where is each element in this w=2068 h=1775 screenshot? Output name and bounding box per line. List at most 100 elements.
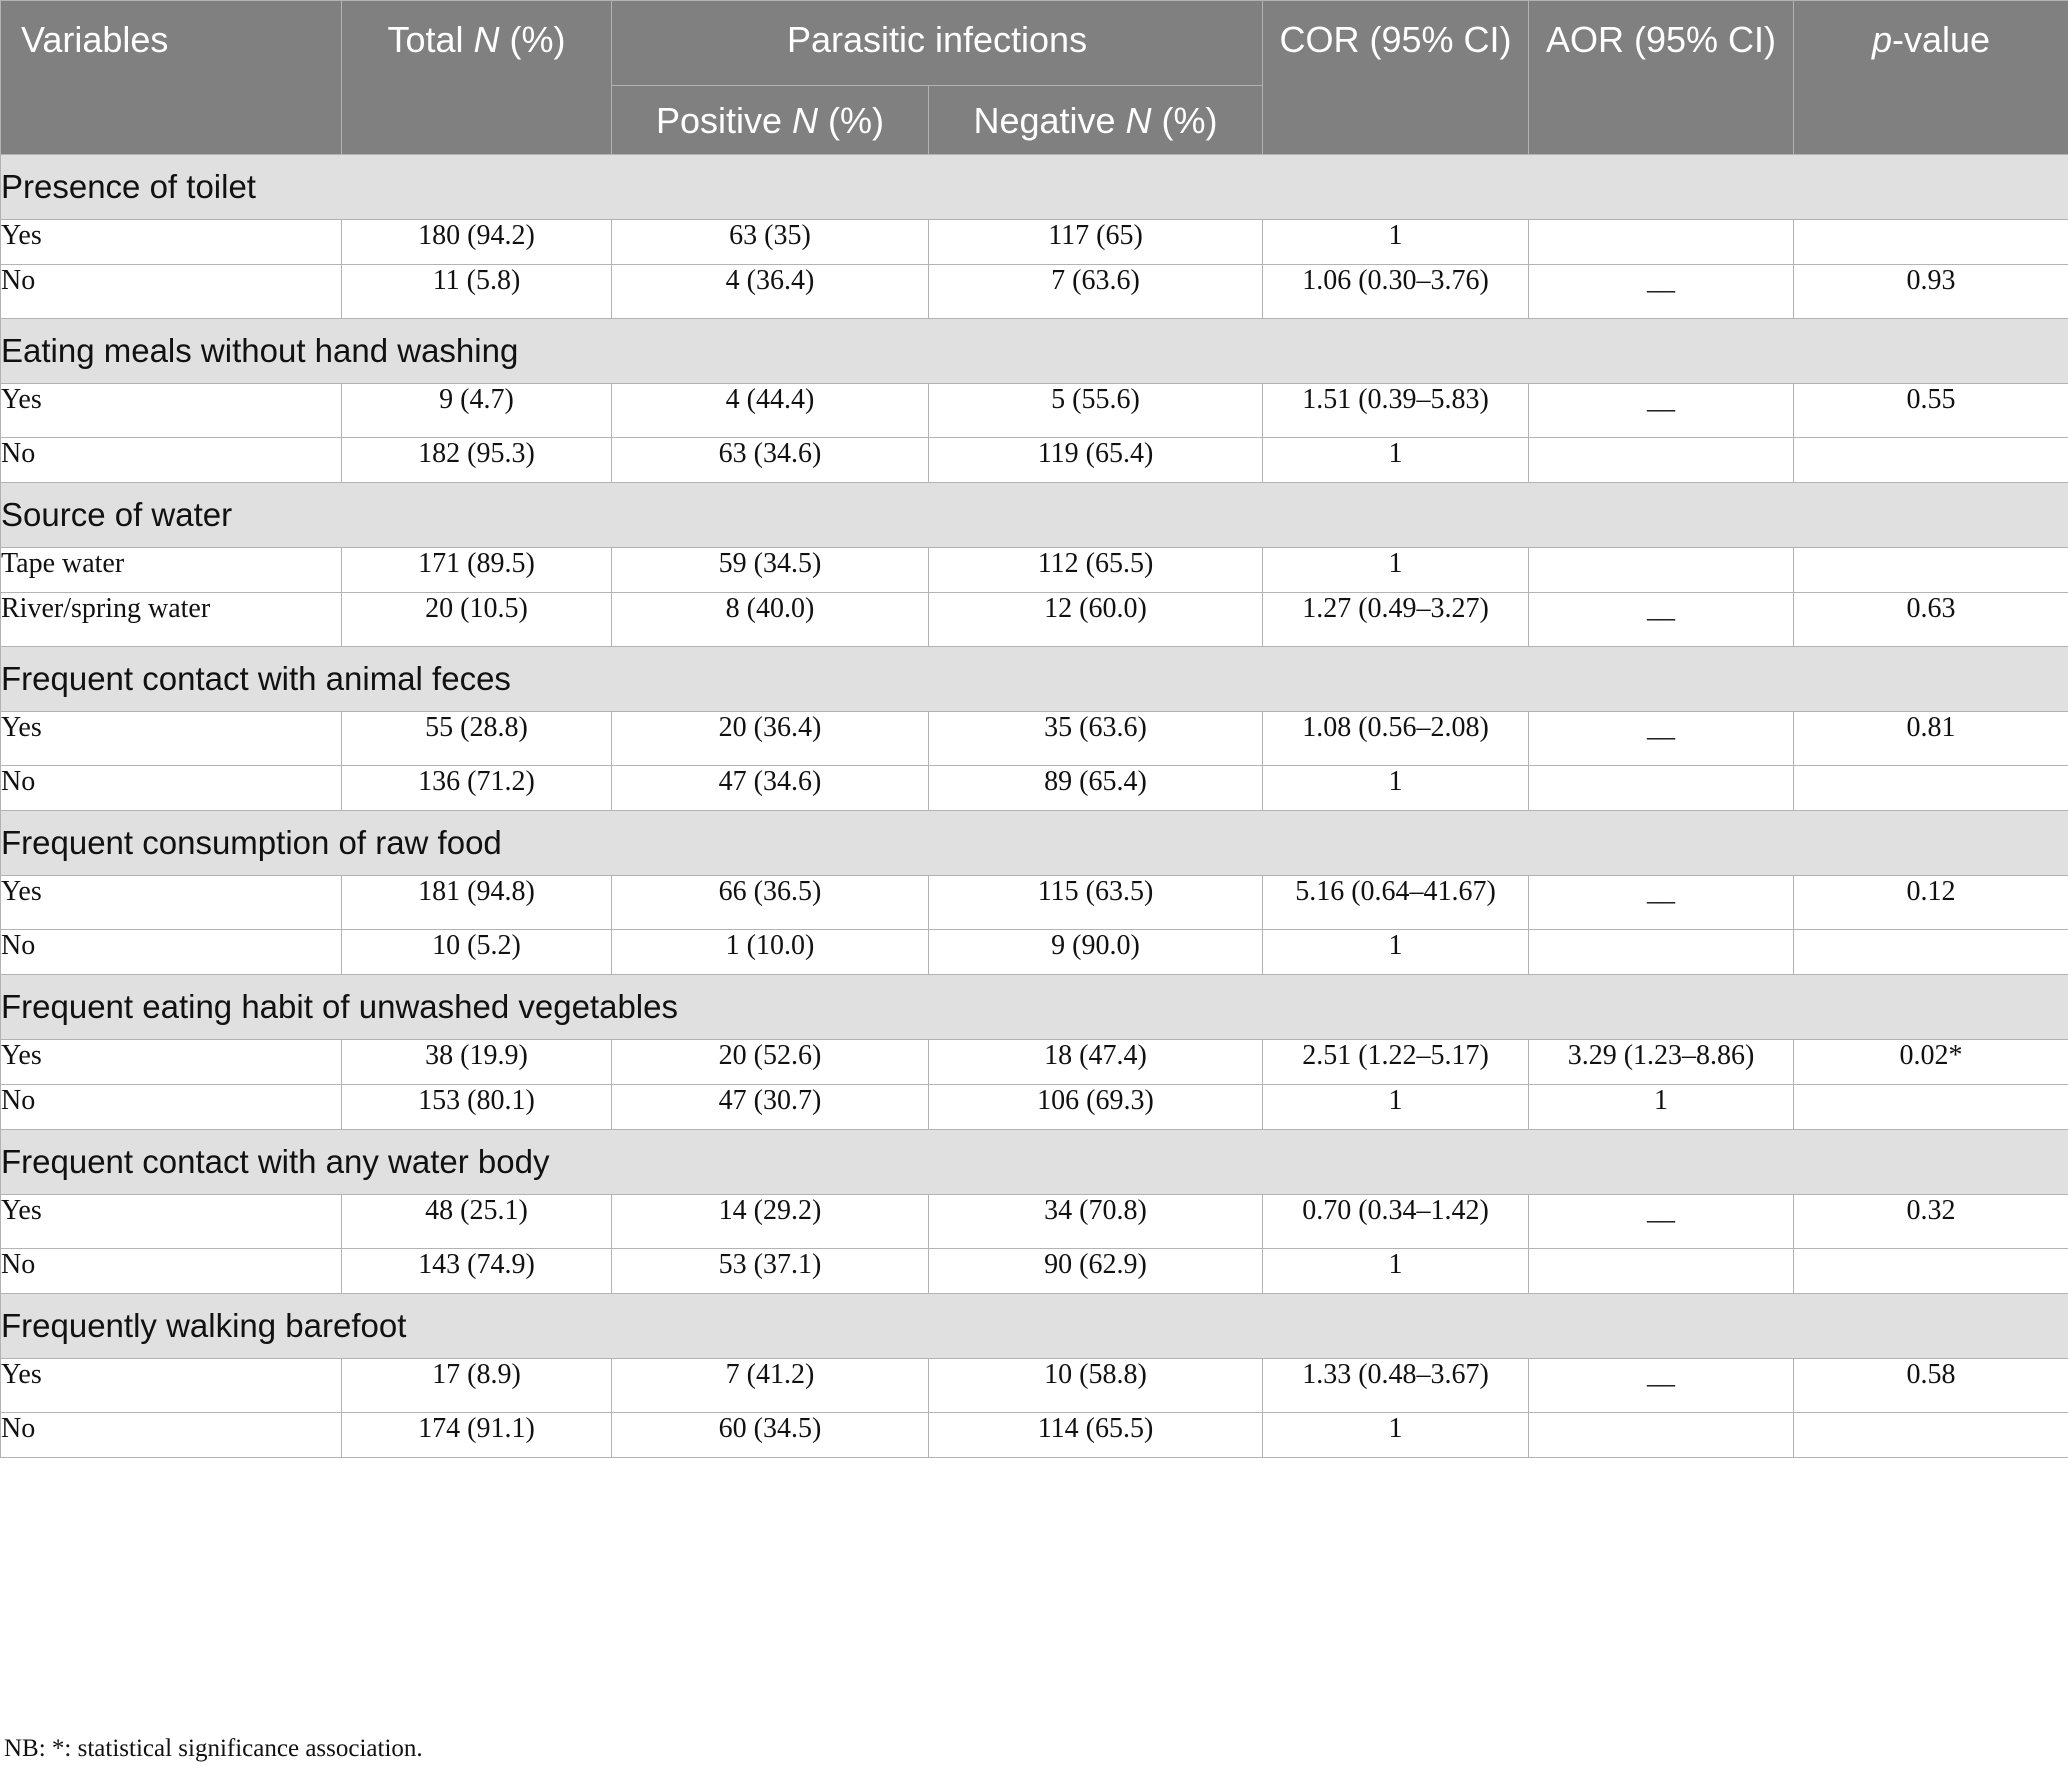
cell-cor: 0.70 (0.34–1.42) [1262, 1194, 1530, 1249]
cell-total: 143 (74.9) [341, 1248, 612, 1294]
parasitic-infection-table: Variables Total N (%) Parasitic infectio… [0, 0, 2068, 1458]
table-row: Yes 180 (94.2) 63 (35) 117 (65) 1 [0, 219, 2068, 265]
cell-total: 55 (28.8) [341, 711, 612, 766]
cell-p: 0.32 [1793, 1194, 2068, 1249]
section-title: Presence of toilet [0, 154, 2068, 220]
cell-total: 136 (71.2) [341, 765, 612, 811]
footnote: NB: *: statistical significance associat… [4, 1735, 423, 1762]
header-variables: Variables [0, 0, 342, 155]
row-label: No [0, 765, 342, 811]
cell-aor: __ [1528, 711, 1795, 766]
row-label: No [0, 1248, 342, 1294]
cell-negative: 117 (65) [927, 219, 1264, 265]
cell-cor: 1 [1262, 1084, 1530, 1130]
table-header: Variables Total N (%) Parasitic infectio… [0, 0, 2068, 155]
row-label: Yes [0, 1039, 342, 1085]
row-label: Yes [0, 383, 342, 438]
section-row: Frequent eating habit of unwashed vegeta… [0, 974, 2068, 1040]
cell-positive: 53 (37.1) [611, 1248, 929, 1294]
header-cor: COR (95% CI) [1262, 0, 1530, 155]
cell-cor: 1.06 (0.30–3.76) [1262, 264, 1530, 319]
cell-aor: __ [1528, 1194, 1795, 1249]
section-row: Source of water [0, 482, 2068, 548]
table-row: No 153 (80.1) 47 (30.7) 106 (69.3) 1 1 [0, 1084, 2068, 1130]
row-label: Yes [0, 219, 342, 265]
cell-aor: 1 [1528, 1084, 1795, 1130]
table-row: No 11 (5.8) 4 (36.4) 7 (63.6) 1.06 (0.30–3.7… [0, 264, 2068, 319]
section-row: Frequent consumption of raw food [0, 810, 2068, 876]
cell-negative: 114 (65.5) [927, 1412, 1264, 1458]
row-label: No [0, 1412, 342, 1458]
cell-p: 0.58 [1793, 1358, 2068, 1413]
header-total: Total N (%) [341, 0, 612, 155]
row-label: Yes [0, 875, 342, 930]
cell-cor: 1 [1262, 547, 1530, 593]
cell-positive: 14 (29.2) [611, 1194, 929, 1249]
table-row: No 182 (95.3) 63 (34.6) 119 (65.4) 1 [0, 437, 2068, 483]
cell-cor: 1.33 (0.48–3.67) [1262, 1358, 1530, 1413]
row-label: No [0, 929, 342, 975]
cell-aor [1528, 437, 1795, 483]
cell-positive: 47 (34.6) [611, 765, 929, 811]
cell-total: 174 (91.1) [341, 1412, 612, 1458]
cell-negative: 115 (63.5) [927, 875, 1264, 930]
row-label: River/spring water [0, 592, 342, 647]
section-title: Eating meals without hand washing [0, 318, 2068, 384]
table-row: River/spring water 20 (10.5) 8 (40.0) 12 (6… [0, 592, 2068, 647]
table-row: Yes 38 (19.9) 20 (52.6) 18 (47.4) 2.51 (1.22… [0, 1039, 2068, 1085]
cell-positive: 60 (34.5) [611, 1412, 929, 1458]
cell-cor: 5.16 (0.64–41.67) [1262, 875, 1530, 930]
cell-negative: 34 (70.8) [927, 1194, 1264, 1249]
section-row: Frequently walking barefoot [0, 1293, 2068, 1359]
cell-negative: 89 (65.4) [927, 765, 1264, 811]
cell-p [1793, 1412, 2068, 1458]
cell-positive: 7 (41.2) [611, 1358, 929, 1413]
table-row: Yes 55 (28.8) 20 (36.4) 35 (63.6) 1.08 (0.56… [0, 711, 2068, 766]
header-parasitic-infections: Parasitic infections [610, 0, 1264, 86]
table-row: No 174 (91.1) 60 (34.5) 114 (65.5) 1 [0, 1412, 2068, 1458]
cell-total: 153 (80.1) [341, 1084, 612, 1130]
cell-positive: 66 (36.5) [611, 875, 929, 930]
cell-aor: 3.29 (1.23–8.86) [1528, 1039, 1795, 1085]
header-aor: AOR (95% CI) [1528, 0, 1795, 155]
table-row: Tape water 171 (89.5) 59 (34.5) 112 (65.5) 1 [0, 547, 2068, 593]
cell-aor [1528, 547, 1795, 593]
cell-p [1793, 437, 2068, 483]
cell-cor: 1.27 (0.49–3.27) [1262, 592, 1530, 647]
cell-p: 0.81 [1793, 711, 2068, 766]
cell-positive: 4 (44.4) [611, 383, 929, 438]
cell-aor [1528, 1248, 1795, 1294]
cell-aor: __ [1528, 592, 1795, 647]
cell-p [1793, 1248, 2068, 1294]
cell-positive: 47 (30.7) [611, 1084, 929, 1130]
cell-p: 0.02* [1793, 1039, 2068, 1085]
cell-cor: 1 [1262, 765, 1530, 811]
cell-cor: 2.51 (1.22–5.17) [1262, 1039, 1530, 1085]
table-row: Yes 181 (94.8) 66 (36.5) 115 (63.5) 5.16 (0.… [0, 875, 2068, 930]
row-label: Yes [0, 711, 342, 766]
cell-positive: 8 (40.0) [611, 592, 929, 647]
cell-aor [1528, 765, 1795, 811]
cell-negative: 7 (63.6) [927, 264, 1264, 319]
section-title: Frequently walking barefoot [0, 1293, 2068, 1359]
cell-cor: 1 [1262, 1248, 1530, 1294]
cell-positive: 63 (34.6) [611, 437, 929, 483]
section-row: Presence of toilet [0, 154, 2068, 220]
cell-cor: 1 [1262, 1412, 1530, 1458]
table-row: Yes 48 (25.1) 14 (29.2) 34 (70.8) 0.70 (0.34… [0, 1194, 2068, 1249]
cell-cor: 1 [1262, 929, 1530, 975]
table-row: No 10 (5.2) 1 (10.0) 9 (90.0) 1 [0, 929, 2068, 975]
cell-cor: 1.51 (0.39–5.83) [1262, 383, 1530, 438]
cell-total: 181 (94.8) [341, 875, 612, 930]
row-label: Tape water [0, 547, 342, 593]
cell-p: 0.12 [1793, 875, 2068, 930]
cell-negative: 35 (63.6) [927, 711, 1264, 766]
cell-aor: __ [1528, 875, 1795, 930]
table-body: Presence of toilet Yes 180 (94.2) 63 (35) 11… [0, 154, 2068, 1458]
cell-aor: __ [1528, 264, 1795, 319]
cell-negative: 5 (55.6) [927, 383, 1264, 438]
cell-aor [1528, 219, 1795, 265]
section-title: Source of water [0, 482, 2068, 548]
cell-positive: 59 (34.5) [611, 547, 929, 593]
cell-cor: 1 [1262, 219, 1530, 265]
